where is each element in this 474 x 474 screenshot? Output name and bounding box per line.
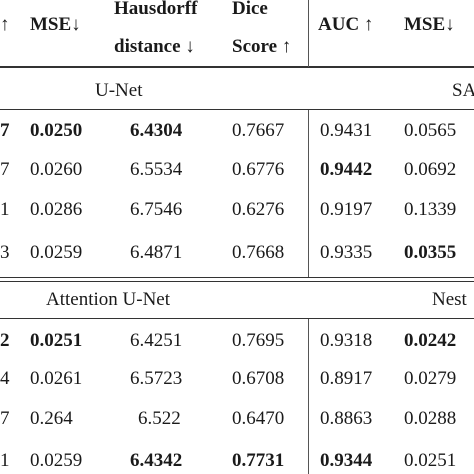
cell-dice: 0.7668 bbox=[232, 242, 285, 263]
header-hausdorff-line2: distance ↓ bbox=[114, 36, 195, 57]
header-mse: MSE↓ bbox=[30, 14, 81, 35]
group-label-attention-unet: Attention U-Net bbox=[46, 289, 171, 310]
cell-mse-right: 0.0355 bbox=[404, 242, 457, 263]
column-divider-header bbox=[308, 0, 309, 67]
cell-mse-right: 0.0279 bbox=[404, 368, 457, 389]
cell-dice: 0.6708 bbox=[232, 368, 285, 389]
cell-first: 7 bbox=[0, 159, 10, 180]
cell-mse: 0.0251 bbox=[30, 330, 83, 351]
group-rule-2 bbox=[0, 318, 474, 319]
cell-mse: 0.0250 bbox=[30, 120, 83, 141]
cell-hausdorff: 6.4342 bbox=[130, 450, 183, 471]
cell-mse: 0.0260 bbox=[30, 159, 83, 180]
group-separator-bottom bbox=[0, 281, 474, 282]
cell-hausdorff: 6.7546 bbox=[130, 199, 183, 220]
cell-dice: 0.7731 bbox=[232, 450, 285, 471]
header-auc: AUC ↑ bbox=[318, 14, 374, 35]
cell-mse-right: 0.0242 bbox=[404, 330, 457, 351]
cell-mse: 0.0286 bbox=[30, 199, 83, 220]
header-dice-line2: Score ↑ bbox=[232, 36, 292, 57]
group-rule-1 bbox=[0, 109, 474, 110]
cell-dice: 0.6776 bbox=[232, 159, 285, 180]
cell-first: 4 bbox=[0, 368, 10, 389]
header-rule bbox=[0, 66, 474, 68]
cell-mse-right: 0.0565 bbox=[404, 120, 457, 141]
cell-first: 7 bbox=[0, 120, 10, 141]
cell-auc: 0.8863 bbox=[320, 408, 373, 429]
cell-dice: 0.7667 bbox=[232, 120, 285, 141]
cell-auc: 0.9335 bbox=[320, 242, 373, 263]
cell-mse: 0.0261 bbox=[30, 368, 83, 389]
cell-first: 3 bbox=[0, 242, 10, 263]
cell-hausdorff: 6.4871 bbox=[130, 242, 183, 263]
cell-hausdorff: 6.4304 bbox=[130, 120, 183, 141]
header-arrow-left: ↑ bbox=[0, 14, 10, 35]
cell-mse-right: 0.0251 bbox=[404, 450, 457, 471]
cell-hausdorff: 6.522 bbox=[138, 408, 181, 429]
cell-dice: 0.7695 bbox=[232, 330, 285, 351]
cell-first: 1 bbox=[0, 199, 10, 220]
cell-auc: 0.9344 bbox=[320, 450, 373, 471]
cell-auc: 0.8917 bbox=[320, 368, 373, 389]
group-label-unet: U-Net bbox=[95, 80, 143, 101]
cell-mse: 0.264 bbox=[30, 408, 73, 429]
cell-dice: 0.6276 bbox=[232, 199, 285, 220]
cell-first: 1 bbox=[0, 450, 10, 471]
cell-hausdorff: 6.5723 bbox=[130, 368, 183, 389]
cell-auc: 0.9442 bbox=[320, 159, 373, 180]
column-divider-group-2 bbox=[308, 319, 309, 474]
cell-mse-right: 0.1339 bbox=[404, 199, 457, 220]
cell-mse: 0.0259 bbox=[30, 242, 83, 263]
cell-auc: 0.9431 bbox=[320, 120, 373, 141]
cell-first: 2 bbox=[0, 330, 10, 351]
cell-mse-right: 0.0692 bbox=[404, 159, 457, 180]
group-separator-top bbox=[0, 277, 474, 278]
header-mse-right: MSE↓ bbox=[404, 14, 455, 35]
group-label-right-2: Nest bbox=[432, 289, 467, 310]
cell-dice: 0.6470 bbox=[232, 408, 285, 429]
cell-auc: 0.9197 bbox=[320, 199, 373, 220]
cell-hausdorff: 6.4251 bbox=[130, 330, 183, 351]
header-hausdorff-line1: Hausdorff bbox=[114, 0, 198, 19]
column-divider-group-1 bbox=[308, 110, 309, 277]
group-label-right-1: SA bbox=[452, 80, 474, 101]
cell-mse-right: 0.0288 bbox=[404, 408, 457, 429]
header-dice-line1: Dice bbox=[232, 0, 268, 19]
cell-auc: 0.9318 bbox=[320, 330, 373, 351]
cell-hausdorff: 6.5534 bbox=[130, 159, 183, 180]
cell-mse: 0.0259 bbox=[30, 450, 83, 471]
cell-first: 7 bbox=[0, 408, 10, 429]
